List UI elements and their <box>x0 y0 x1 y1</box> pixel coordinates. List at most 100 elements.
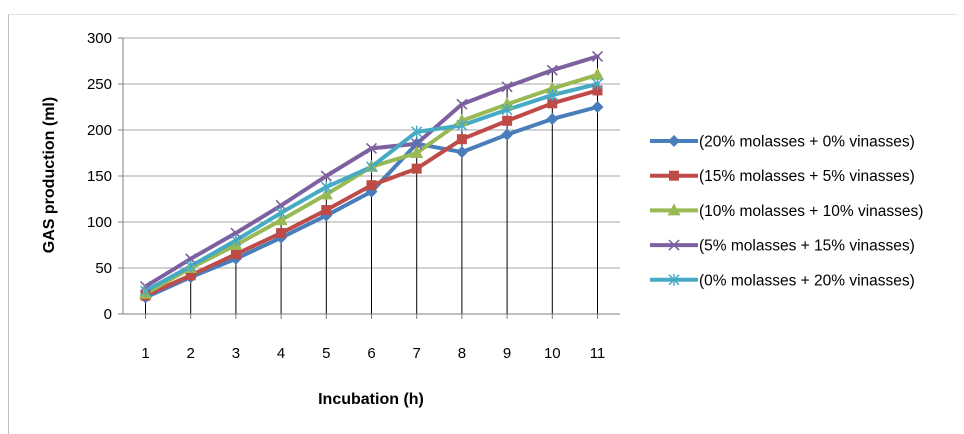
data-point-s4 <box>456 98 468 110</box>
data-point-s4 <box>501 81 513 93</box>
marker-shape <box>321 205 332 216</box>
x-axis-title: Incubation (h) <box>318 391 424 408</box>
marker-shape <box>591 50 604 62</box>
data-point-s5 <box>365 160 378 173</box>
marker-shape <box>547 98 558 109</box>
legend-item-5: (0% molasses + 20% vinasses) <box>650 272 915 289</box>
legend-item-4: (5% molasses + 15% vinasses) <box>650 238 915 255</box>
marker-shape <box>319 187 333 200</box>
marker-shape <box>501 81 513 93</box>
data-point-s2 <box>366 180 377 191</box>
data-point-s5 <box>185 260 197 273</box>
data-point-s5 <box>320 181 332 194</box>
data-point-s5 <box>456 119 468 132</box>
data-point-s2 <box>547 98 558 109</box>
data-point-s4 <box>411 138 423 150</box>
y-tick-label: 50 <box>95 260 112 277</box>
legend: (20% molasses + 0% vinasses) (15% molasse… <box>650 134 923 289</box>
x-tick-label: 6 <box>367 345 375 362</box>
marker-shape <box>456 98 468 110</box>
legend-label: (15% molasses + 5% vinasses) <box>699 168 915 185</box>
data-point-s2 <box>456 134 467 145</box>
marker-shape <box>668 135 680 147</box>
data-point-s2 <box>276 228 287 239</box>
data-point-s4 <box>591 50 604 62</box>
legend-swatch-marker <box>668 273 680 286</box>
marker-shape <box>546 64 558 76</box>
marker-shape <box>365 142 378 154</box>
marker-shape <box>230 249 241 260</box>
data-point-s4 <box>320 170 332 182</box>
data-point-s5 <box>501 103 513 116</box>
data-point-s5 <box>275 206 287 219</box>
data-point-s1 <box>501 128 514 141</box>
data-point-s3 <box>274 213 288 226</box>
data-point-s2 <box>185 270 196 281</box>
data-point-s1 <box>546 112 559 125</box>
marker-shape <box>185 270 196 281</box>
x-tick-label: 4 <box>277 345 285 362</box>
x-tick-label: 7 <box>413 345 421 362</box>
data-point-s3 <box>545 81 559 94</box>
x-tick-label: 3 <box>232 345 240 362</box>
marker-shape <box>669 170 679 181</box>
marker-shape <box>546 112 559 125</box>
legend-swatch-marker <box>669 170 679 181</box>
data-point-s5 <box>591 78 604 90</box>
marker-shape <box>667 203 681 216</box>
marker-shape <box>411 138 423 150</box>
legend-label: (5% molasses + 15% vinasses) <box>699 238 915 255</box>
data-point-s2 <box>592 85 603 96</box>
data-point-s2 <box>230 249 241 260</box>
data-point-s1 <box>455 146 468 159</box>
legend-item-2: (15% molasses + 5% vinasses) <box>650 168 915 185</box>
data-point-s5 <box>411 125 423 138</box>
marker-shape <box>545 81 559 94</box>
legend-swatch-marker <box>668 135 680 147</box>
marker-shape <box>455 146 468 159</box>
y-tick-label: 150 <box>87 168 112 185</box>
x-tick-label: 11 <box>590 345 606 362</box>
marker-shape <box>276 228 287 239</box>
marker-shape <box>591 67 604 80</box>
data-point-s2 <box>411 163 422 174</box>
x-tick-label: 10 <box>544 345 561 362</box>
marker-shape <box>668 239 680 251</box>
x-tick-label: 1 <box>141 345 149 362</box>
marker-shape <box>502 115 513 126</box>
x-tick-label: 9 <box>503 345 511 362</box>
y-tick-label: 200 <box>87 122 112 139</box>
chart-frame <box>8 14 957 434</box>
marker-shape <box>591 101 604 113</box>
marker-shape <box>501 128 514 141</box>
y-tick-label: 100 <box>87 214 112 231</box>
legend-item-1: (20% molasses + 0% vinasses) <box>650 134 915 151</box>
marker-shape <box>366 180 377 191</box>
y-axis-title: GAS production (ml) <box>41 97 58 253</box>
y-tick-label: 250 <box>87 76 112 93</box>
legend-label: (20% molasses + 0% vinasses) <box>699 134 915 151</box>
x-tick-label: 8 <box>458 345 466 362</box>
data-point-s4 <box>546 64 558 76</box>
data-point-s4 <box>365 142 378 154</box>
legend-swatch-marker <box>668 239 680 251</box>
data-point-s5 <box>230 234 242 247</box>
data-point-s2 <box>502 115 513 126</box>
y-tick-label: 0 <box>104 306 112 323</box>
marker-shape <box>592 85 603 96</box>
marker-shape <box>411 163 422 174</box>
data-point-s3 <box>591 67 604 80</box>
marker-shape <box>320 170 332 182</box>
data-point-s5 <box>139 285 152 297</box>
y-tick-label: 300 <box>87 30 112 47</box>
x-tick-label: 5 <box>322 345 330 362</box>
legend-item-3: (10% molasses + 10% vinasses) <box>650 203 923 220</box>
x-tick-label: 2 <box>187 345 195 362</box>
marker-shape <box>274 213 288 226</box>
legend-label: (10% molasses + 10% vinasses) <box>699 203 923 220</box>
data-point-s2 <box>321 205 332 216</box>
marker-shape <box>410 146 424 158</box>
data-point-s5 <box>546 89 558 102</box>
marker-shape <box>456 134 467 145</box>
